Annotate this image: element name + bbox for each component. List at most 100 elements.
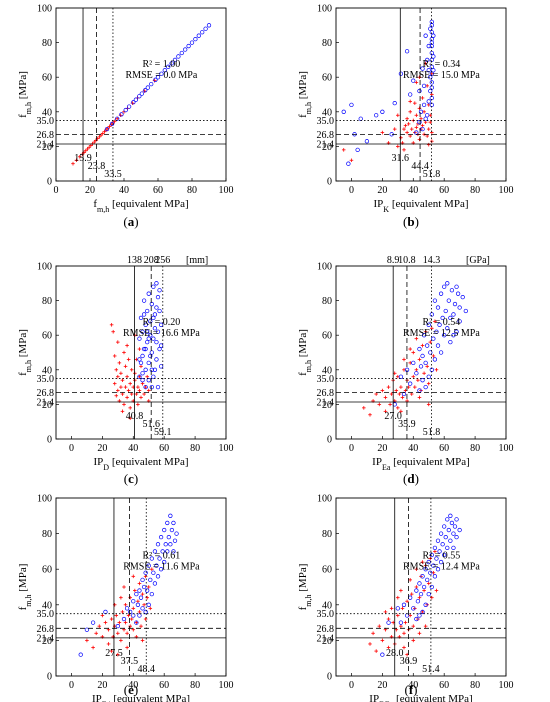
data-point-plus xyxy=(402,645,406,650)
data-point-circle xyxy=(193,36,198,42)
x-tick-label: 80 xyxy=(470,443,480,454)
stats-text: RMSE = 16.6 MPa xyxy=(123,328,200,339)
data-point-circle xyxy=(139,91,145,96)
data-point-plus xyxy=(411,624,416,628)
y-tick-label: 80 xyxy=(42,38,52,49)
data-point-plus xyxy=(414,368,419,372)
x-axis-label: IPEa [equivalent MPa] xyxy=(372,456,470,472)
data-point-circle xyxy=(418,591,424,597)
data-point-circle xyxy=(186,43,191,49)
data-point-plus xyxy=(120,610,125,614)
data-point-plus xyxy=(91,645,95,650)
x-tick-label: 60 xyxy=(439,185,449,196)
data-point-circle xyxy=(454,535,459,540)
y-tick-label: 40 xyxy=(42,365,52,376)
data-point-circle xyxy=(141,312,147,317)
data-point-circle xyxy=(137,336,142,341)
v-line-label: 28.0 xyxy=(386,648,404,659)
data-point-circle xyxy=(432,357,438,362)
data-point-plus xyxy=(411,638,416,643)
data-point-plus xyxy=(137,347,142,351)
data-point-circle xyxy=(428,75,433,80)
v-line-label: 31.6 xyxy=(392,153,410,164)
x-tick-label: 40 xyxy=(119,185,129,196)
data-point-circle xyxy=(158,364,164,369)
data-point-plus xyxy=(408,99,412,104)
data-point-circle xyxy=(364,139,370,144)
panel-label: (c) xyxy=(124,471,138,486)
plot-frame xyxy=(55,7,227,182)
data-point-circle xyxy=(451,545,456,550)
h-line-label: 35.0 xyxy=(317,374,335,385)
data-point-plus xyxy=(125,343,129,348)
data-point-circle xyxy=(421,102,427,108)
data-point-plus xyxy=(403,123,408,128)
data-point-circle xyxy=(454,517,459,522)
data-point-circle xyxy=(415,599,421,604)
data-point-circle xyxy=(159,71,164,76)
data-point-plus xyxy=(409,592,414,596)
stats-text: RMSE = 11.6 MPa xyxy=(123,562,200,573)
x-tick-label: 0 xyxy=(69,443,74,454)
data-point-plus xyxy=(131,606,136,611)
data-point-circle xyxy=(426,322,431,327)
data-point-circle xyxy=(355,147,360,153)
x-tick-label: 100 xyxy=(219,680,234,691)
y-tick-label: 20 xyxy=(42,142,52,153)
data-point-plus xyxy=(374,649,378,653)
data-point-circle xyxy=(140,606,145,611)
data-point-circle xyxy=(154,305,159,310)
data-point-circle xyxy=(460,294,465,300)
data-point-circle xyxy=(418,364,424,369)
data-point-circle xyxy=(451,333,456,338)
top-axis-unit: [mm] xyxy=(186,255,208,266)
data-point-circle xyxy=(451,531,456,536)
x-tick-label: 80 xyxy=(470,185,480,196)
data-point-circle xyxy=(172,538,178,543)
data-point-circle xyxy=(131,613,136,618)
h-line-label: 21.4 xyxy=(317,633,335,644)
chart-panel-5: 0 20 40 60 80 100 0 20 40 60 80 100 35.0 26.821.4 27.5… xyxy=(17,494,234,702)
data-point-circle xyxy=(155,75,161,80)
data-point-plus xyxy=(123,620,128,625)
data-point-circle xyxy=(423,567,428,572)
data-point-circle xyxy=(428,570,433,575)
data-point-circle xyxy=(137,613,142,618)
data-point-plus xyxy=(406,385,411,389)
stats-text: R² = 0.20 xyxy=(142,317,180,328)
data-point-plus xyxy=(408,110,412,114)
top-tick-label: 208 xyxy=(144,255,159,266)
data-point-plus xyxy=(349,158,354,163)
y-tick-label: 0 xyxy=(47,672,52,683)
data-point-plus xyxy=(114,368,119,372)
data-point-plus xyxy=(380,638,385,643)
data-point-circle xyxy=(104,126,110,132)
data-point-circle xyxy=(172,57,178,63)
data-point-plus xyxy=(137,374,142,379)
v-line-label: 23.8 xyxy=(88,161,106,172)
data-point-plus xyxy=(94,138,98,143)
y-tick-label: 60 xyxy=(42,331,52,342)
data-point-circle xyxy=(140,371,145,376)
data-point-circle xyxy=(131,599,136,604)
data-point-circle xyxy=(421,584,427,590)
data-point-circle xyxy=(429,19,434,24)
data-point-circle xyxy=(425,343,430,348)
data-point-plus xyxy=(145,374,149,379)
data-point-circle xyxy=(449,520,455,526)
data-point-plus xyxy=(145,595,149,600)
data-point-circle xyxy=(143,609,148,615)
data-point-circle xyxy=(158,343,164,348)
x-tick-label: 40 xyxy=(408,185,418,196)
v-line-label: 51.8 xyxy=(423,169,441,180)
data-point-circle xyxy=(162,68,167,73)
data-point-plus xyxy=(129,368,134,372)
data-point-circle xyxy=(438,559,444,565)
x-tick-label: 80 xyxy=(187,185,197,196)
data-point-circle xyxy=(138,315,144,321)
data-point-circle xyxy=(140,577,145,583)
data-point-circle xyxy=(138,595,144,600)
data-point-circle xyxy=(146,602,151,607)
x-tick-label: 60 xyxy=(439,443,449,454)
top-tick-label: 256 xyxy=(155,255,170,266)
